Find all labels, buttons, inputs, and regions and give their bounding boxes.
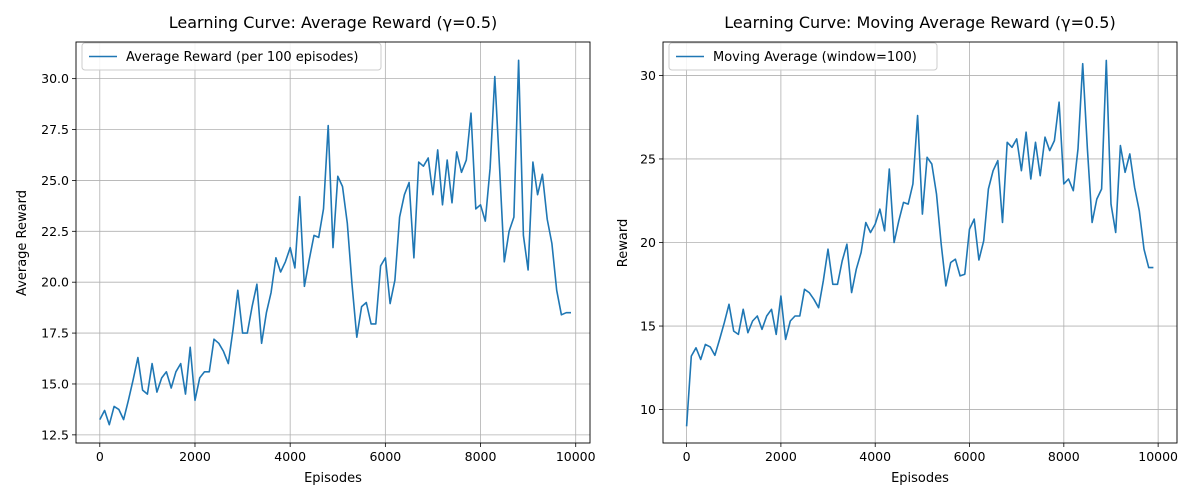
plot-frame: [75, 41, 591, 444]
y-tick-label: 20: [640, 235, 656, 250]
y-tick-label: 15.0: [41, 376, 69, 391]
x-tick-label: 8000: [1048, 449, 1080, 464]
y-tick-label: 25: [640, 151, 656, 166]
x-tick-label: 6000: [369, 449, 401, 464]
y-axis-label: Average Reward: [15, 190, 30, 296]
y-axis-label: Reward: [616, 219, 631, 267]
y-tick-label: 25.0: [41, 173, 69, 188]
series-line-average-reward: [99, 59, 571, 426]
legend-label: Moving Average (window=100): [713, 50, 917, 65]
y-tick-label: 15: [640, 319, 656, 334]
y-tick-label: 30: [640, 68, 656, 83]
y-tick-label: 30.0: [41, 71, 69, 86]
legend-box: [81, 42, 382, 71]
y-tick-label: 12.5: [41, 427, 69, 442]
grid-lines: [663, 42, 1177, 443]
chart-moving-average-reward: 0 2000 4000 6000 8000 10000 10 15 20 25 30 Learnin…: [616, 13, 1178, 486]
x-tick-label: 0: [683, 449, 691, 464]
axis-ticks: 0 2000 4000 6000 8000 10000 10 15 20 25 30: [640, 68, 1178, 464]
legend: Moving Average (window=100): [668, 42, 938, 71]
y-tick-label: 20.0: [41, 275, 69, 290]
x-tick-label: 2000: [179, 449, 211, 464]
x-tick-label: 0: [96, 449, 104, 464]
y-tick-label: 17.5: [41, 326, 69, 341]
x-axis-label: Episodes: [891, 471, 949, 486]
x-tick-label: 2000: [765, 449, 797, 464]
y-tick-label: 22.5: [41, 224, 69, 239]
legend-box: [668, 42, 938, 71]
x-tick-label: 4000: [859, 449, 891, 464]
x-tick-label: 8000: [465, 449, 497, 464]
x-tick-label: 4000: [274, 449, 306, 464]
x-tick-label: 6000: [954, 449, 986, 464]
x-axis-label: Episodes: [304, 471, 362, 486]
axis-ticks: 0 2000 4000 6000 8000 10000 12.5 15.0 17.5 20.0 22…: [41, 71, 595, 464]
chart-average-reward: 0 2000 4000 6000 8000 10000 12.5 15.0 17.5 20.0 22…: [15, 13, 596, 486]
chart-title: Learning Curve: Average Reward (γ=0.5): [169, 13, 498, 32]
x-tick-label: 10000: [1138, 449, 1178, 464]
series-line-moving-average: [685, 59, 1154, 427]
legend: Average Reward (per 100 episodes): [81, 42, 382, 71]
chart-title: Learning Curve: Moving Average Reward (γ…: [724, 13, 1115, 32]
plot-frame: [662, 41, 1178, 444]
x-tick-label: 10000: [556, 449, 596, 464]
y-tick-label: 27.5: [41, 122, 69, 137]
legend-label: Average Reward (per 100 episodes): [126, 50, 359, 65]
y-tick-label: 10: [640, 402, 656, 417]
